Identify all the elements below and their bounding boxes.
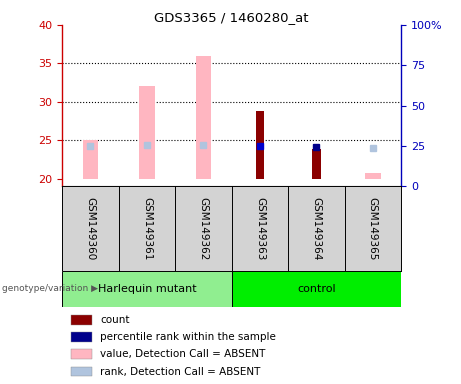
- Text: GSM149361: GSM149361: [142, 197, 152, 260]
- Text: GSM149363: GSM149363: [255, 197, 265, 260]
- Bar: [83, 140, 98, 179]
- Bar: [71, 349, 92, 359]
- Text: GSM149360: GSM149360: [85, 197, 95, 260]
- Bar: [365, 173, 381, 179]
- Text: genotype/variation ▶: genotype/variation ▶: [2, 285, 98, 293]
- Text: value, Detection Call = ABSENT: value, Detection Call = ABSENT: [100, 349, 266, 359]
- Text: Harlequin mutant: Harlequin mutant: [98, 284, 196, 294]
- Text: GSM149365: GSM149365: [368, 197, 378, 260]
- Bar: [139, 86, 155, 179]
- Text: GSM149364: GSM149364: [311, 197, 321, 260]
- Title: GDS3365 / 1460280_at: GDS3365 / 1460280_at: [154, 11, 309, 24]
- Bar: [312, 149, 321, 179]
- Text: rank, Detection Call = ABSENT: rank, Detection Call = ABSENT: [100, 366, 260, 377]
- Bar: [71, 332, 92, 342]
- Bar: [71, 367, 92, 376]
- Bar: [195, 56, 211, 179]
- Bar: [255, 111, 264, 179]
- Bar: [71, 315, 92, 324]
- Bar: [62, 271, 231, 307]
- Text: control: control: [297, 284, 336, 294]
- Bar: [231, 271, 401, 307]
- Text: count: count: [100, 314, 130, 325]
- Text: percentile rank within the sample: percentile rank within the sample: [100, 332, 276, 342]
- Text: GSM149362: GSM149362: [198, 197, 208, 260]
